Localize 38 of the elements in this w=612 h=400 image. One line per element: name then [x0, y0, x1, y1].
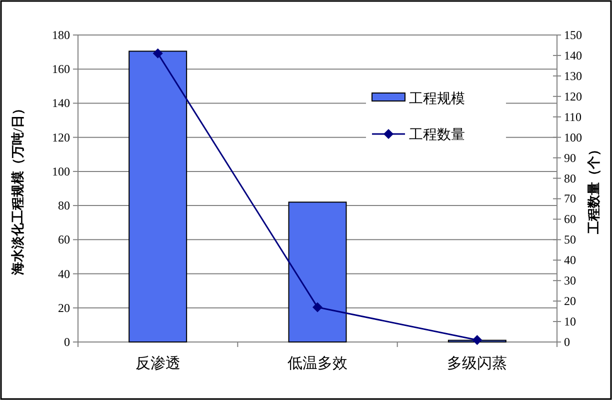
y2-tick-label: 100 — [564, 130, 582, 144]
legend-label: 工程数量 — [409, 127, 465, 143]
point — [312, 302, 322, 312]
y-tick-label: 40 — [58, 266, 70, 281]
x-tick-label: 多级闪蒸 — [447, 355, 508, 372]
y2-tick-label: 90 — [564, 150, 576, 165]
y2-tick-label: 70 — [564, 192, 576, 206]
y2-tick-label: 0 — [564, 335, 570, 349]
y-tick-label: 60 — [58, 232, 70, 247]
point — [152, 48, 163, 58]
y-tick-label: 120 — [52, 130, 70, 144]
x-tick-label: 低温多效 — [288, 355, 348, 372]
y2-tick-label: 150 — [564, 28, 582, 42]
y-tick-label: 0 — [64, 335, 70, 349]
y-tick-label: 100 — [52, 164, 70, 178]
y2-tick-label: 40 — [564, 253, 576, 268]
y-tick-label: 160 — [52, 62, 70, 76]
y2-tick-label: 60 — [564, 212, 576, 226]
y2-tick-label: 50 — [564, 232, 576, 247]
bar — [288, 202, 347, 342]
y2-tick-label: 30 — [564, 274, 576, 288]
y2-axis-title: 工程数量（个） — [586, 143, 601, 235]
y2-tick-label: 110 — [564, 110, 582, 124]
y-tick-label: 80 — [58, 198, 70, 213]
y2-tick-label: 140 — [564, 48, 582, 62]
y2-tick-label: 10 — [564, 314, 576, 329]
x-tick-label: 反渗透 — [135, 355, 180, 372]
y2-tick-label: 130 — [564, 68, 582, 83]
y-tick-label: 180 — [52, 28, 70, 42]
y-tick-label: 140 — [52, 96, 70, 110]
y2-tick-label: 20 — [564, 294, 576, 308]
y-tick-label: 20 — [58, 300, 70, 315]
legend-label: 工程规模 — [409, 91, 465, 107]
bar — [128, 50, 188, 342]
y2-tick-label: 120 — [564, 89, 582, 104]
point — [472, 334, 482, 345]
y-axis-title: 海水淡化工程规模（万吨/日） — [10, 102, 25, 276]
y2-tick-label: 80 — [564, 171, 576, 186]
